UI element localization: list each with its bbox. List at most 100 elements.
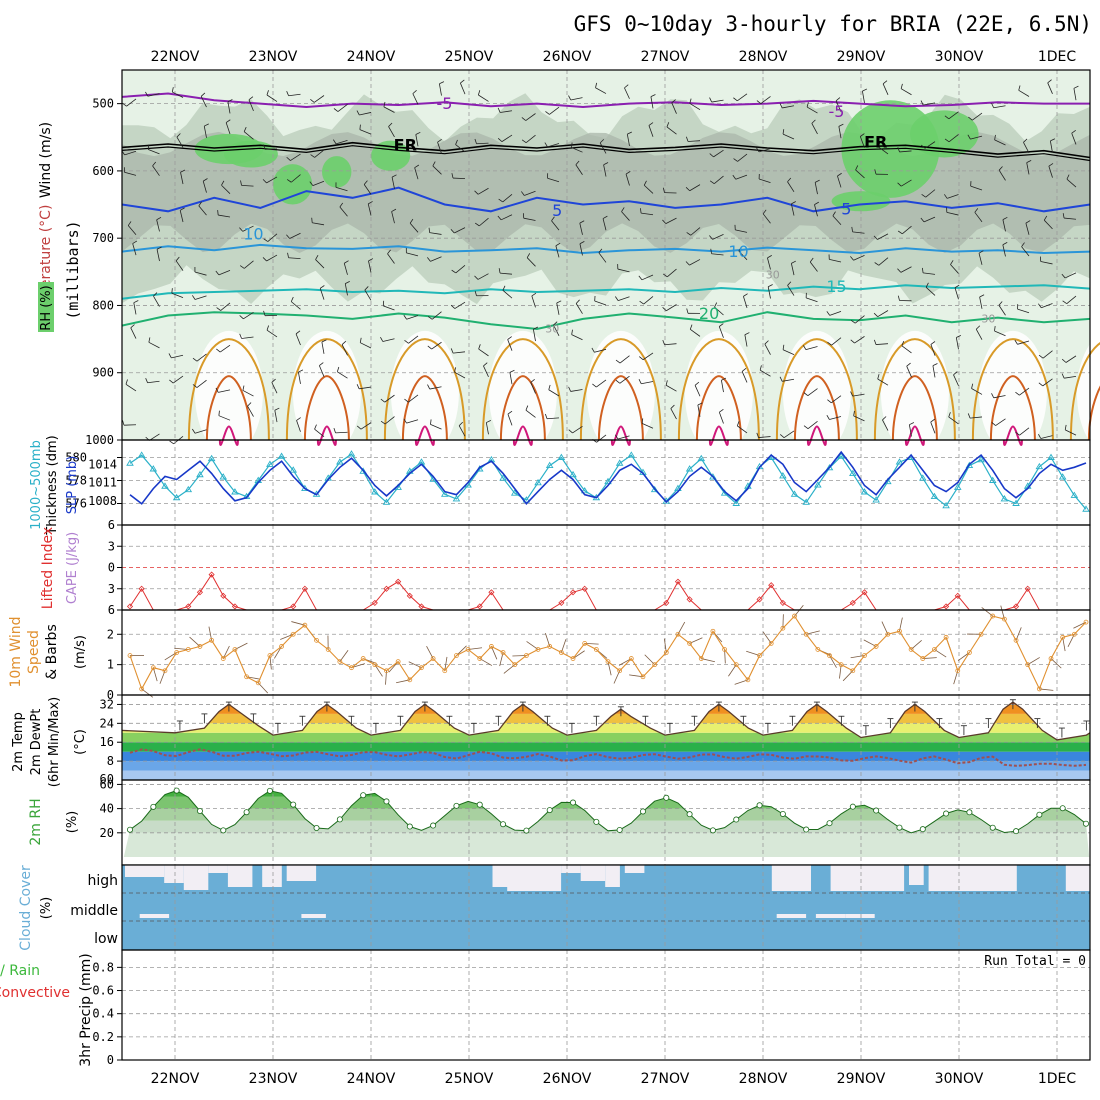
wind-barb <box>194 295 207 300</box>
wind-barb-flag <box>427 384 431 390</box>
wind-barb <box>455 144 466 153</box>
wind-barb-flag <box>665 380 668 386</box>
rh2m-point <box>406 823 413 830</box>
wind-barb <box>172 91 184 98</box>
lifted-index-point <box>126 603 134 610</box>
wind-barb <box>227 101 231 114</box>
wind-barb <box>408 335 419 344</box>
wind10m-ylabel-3: & Barbs <box>44 624 60 680</box>
cloud-high-clear <box>262 865 282 887</box>
wind-barb-flag <box>474 190 479 195</box>
wind-speed-point <box>862 653 867 658</box>
wind-barb-flag <box>1015 431 1020 436</box>
wind-barb-flag <box>497 215 502 221</box>
wind-barb <box>219 344 231 353</box>
wind-barb-flag <box>624 84 629 89</box>
cloud-high-clear <box>125 865 165 877</box>
wind-barb <box>618 296 630 302</box>
wind-barb <box>530 382 536 394</box>
wind-barb-flag <box>356 384 360 389</box>
temp-band <box>122 770 1090 780</box>
wind-barb-flag <box>953 371 958 376</box>
precip-tick-label: 0 <box>107 1053 114 1067</box>
wind-speed-point <box>827 653 832 658</box>
wind-barb <box>431 341 442 350</box>
wind-barb-flag <box>148 337 151 343</box>
wind-barb <box>1025 223 1030 235</box>
isotherm-35 <box>1002 425 1023 446</box>
thickness-point <box>452 495 461 502</box>
minmax-ylabel: (6hr Min/Max) <box>47 697 62 787</box>
wind-speed-point <box>384 668 389 674</box>
wind-barb <box>665 217 677 224</box>
wind-speed-point <box>477 656 483 661</box>
wind-barb <box>267 233 278 242</box>
wind-barb <box>1019 427 1030 436</box>
wind-barb-flag <box>356 425 362 430</box>
wind-barb <box>787 181 795 193</box>
wind-barb-flag <box>930 418 935 423</box>
wind-barb <box>1017 308 1030 314</box>
cloud-high-clear <box>771 865 811 891</box>
wind-barb-flag <box>439 81 445 85</box>
dry-boundary-layer <box>194 330 263 455</box>
rh-band <box>122 832 1090 857</box>
temp-unit: (°C) <box>73 729 88 755</box>
wind-speed-point <box>185 647 191 652</box>
wind-barb <box>149 433 160 441</box>
wind-barb-flag <box>967 134 971 140</box>
contour-label: 5 <box>841 200 851 219</box>
wind-barb <box>406 315 419 320</box>
wind-barb <box>359 386 372 390</box>
wind-barb <box>998 169 1006 181</box>
wind-barb <box>547 177 560 183</box>
wind-speed-point <box>465 647 471 652</box>
rh2m-point <box>476 801 483 808</box>
wind-barb-flag <box>498 198 503 203</box>
temp-tick-label: 8 <box>107 754 114 768</box>
wind-barb <box>831 395 842 404</box>
wind-barb-flag <box>906 362 911 367</box>
wind-barb-flag <box>897 268 902 273</box>
wind-barb-flag <box>882 416 887 421</box>
wind-barb-flag <box>290 296 294 302</box>
wind-speed-point <box>430 656 436 661</box>
wind-barb <box>523 217 536 221</box>
thickness-point <box>930 492 939 500</box>
date-label-bottom: 24NOV <box>347 1071 396 1087</box>
wind-barb <box>242 390 254 397</box>
lifted-index-point <box>418 603 425 610</box>
wind-barb <box>218 214 231 218</box>
wind-barb <box>321 341 325 354</box>
wind-barb-flag <box>383 101 386 107</box>
thickness-point <box>440 490 449 497</box>
wind-barb-flag <box>437 139 442 143</box>
wind-barb <box>431 311 442 320</box>
wind-barb <box>735 174 748 180</box>
wind-barb-flag <box>873 235 878 240</box>
wind-barb <box>718 412 724 424</box>
wind-barb <box>175 260 184 271</box>
wind-barb <box>694 385 701 397</box>
wind-barb-flag <box>1023 138 1028 143</box>
wind-barb <box>814 182 818 195</box>
thickness-point <box>685 465 694 472</box>
wind-barb <box>641 381 654 385</box>
wind-barb <box>343 263 348 275</box>
rh2m-point <box>220 827 227 834</box>
wind-barb-flag <box>359 337 362 343</box>
date-label-top: 29NOV <box>837 49 886 65</box>
isotherm-25 <box>285 338 368 441</box>
wind-barb <box>194 271 207 276</box>
wind-barb <box>455 264 466 274</box>
lifted-index-point <box>476 603 483 610</box>
thickness-point <box>289 466 298 473</box>
rh2m-point <box>803 826 810 833</box>
thickness-point <box>1035 462 1044 470</box>
wind-barb <box>790 263 795 276</box>
wind-barb <box>831 337 842 346</box>
wind-barb <box>288 93 301 97</box>
wind-speed-point <box>512 662 518 668</box>
wind-speed-point <box>780 625 786 631</box>
wind-barb <box>171 354 184 359</box>
